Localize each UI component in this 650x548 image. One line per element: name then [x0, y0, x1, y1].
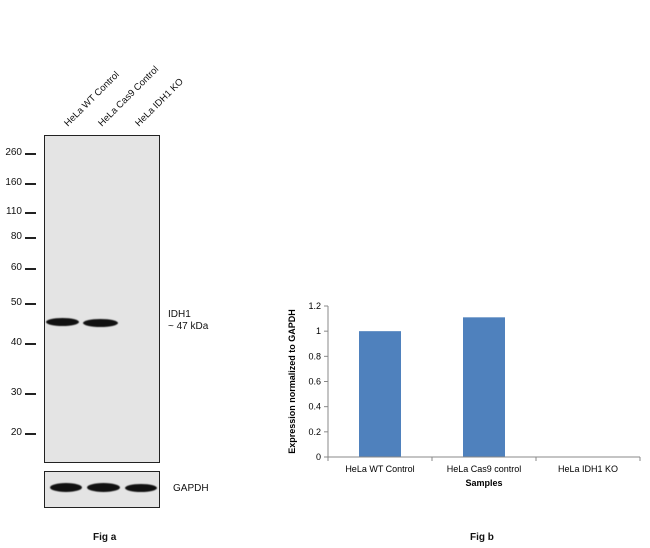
marker-tick — [25, 433, 36, 435]
marker-label-50: 50 — [10, 297, 22, 308]
marker-label-260: 260 — [5, 147, 22, 158]
marker-tick — [25, 212, 36, 214]
y-tick-label: 1.2 — [308, 301, 321, 311]
bar — [359, 331, 401, 457]
marker-tick — [25, 268, 36, 270]
marker-label-110: 110 — [6, 206, 22, 217]
marker-label-160: 160 — [5, 177, 22, 188]
y-tick-label: 0.4 — [308, 402, 321, 412]
bar — [463, 317, 505, 457]
marker-tick — [25, 393, 36, 395]
idh1-band-lane-2 — [83, 319, 118, 327]
y-tick-label: 0.6 — [308, 377, 321, 387]
expression-bar-chart: 0 0.2 0.4 0.6 0.8 1 1.2 HeLa WT Control HeLa Ca… — [287, 301, 641, 488]
x-tick-label: HeLa WT Control — [345, 464, 414, 474]
gapdh-label: GAPDH — [173, 483, 209, 494]
lane-label-2: HeLa Cas9 Control — [96, 64, 162, 129]
x-tick-label: HeLa Cas9 control — [447, 464, 522, 474]
y-tick-label: 0 — [316, 452, 321, 462]
y-axis: 0 0.2 0.4 0.6 0.8 1 1.2 — [308, 301, 329, 462]
gapdh-band-lane-2 — [87, 483, 120, 492]
gapdh-band-lane-3 — [125, 484, 157, 492]
marker-tick — [25, 183, 36, 185]
marker-label-30: 30 — [10, 387, 22, 398]
x-axis: HeLa WT Control HeLa Cas9 control HeLa IDH… — [327, 456, 641, 474]
idh1-band-lane-1 — [46, 318, 79, 326]
y-axis-title: Expression normalized to GAPDH — [287, 309, 297, 454]
marker-tick — [25, 343, 36, 345]
y-tick-label: 1 — [316, 326, 321, 336]
y-tick-label: 0.2 — [308, 427, 321, 437]
fig-b-caption: Fig b — [470, 532, 494, 543]
marker-label-40: 40 — [10, 337, 22, 348]
marker-label-20: 20 — [10, 427, 22, 438]
idh1-band-label: IDH1 ~ 47 kDa — [168, 309, 208, 333]
fig-a-caption: Fig a — [93, 532, 117, 543]
marker-tick — [25, 303, 36, 305]
blot-membrane-idh1 — [44, 135, 160, 463]
x-axis-title: Samples — [465, 478, 502, 488]
idh1-label: IDH1 — [168, 309, 191, 320]
blot-membrane-gapdh — [44, 471, 160, 508]
y-tick-label: 0.8 — [308, 351, 321, 361]
idh1-kda-label: ~ 47 kDa — [168, 321, 209, 332]
marker-label-80: 80 — [10, 231, 22, 242]
gapdh-band-lane-1 — [50, 483, 82, 492]
marker-label-60: 60 — [10, 262, 22, 273]
bars — [359, 317, 505, 457]
marker-tick — [25, 237, 36, 239]
x-tick-label: HeLa IDH1 KO — [558, 464, 618, 474]
marker-tick — [25, 153, 36, 155]
